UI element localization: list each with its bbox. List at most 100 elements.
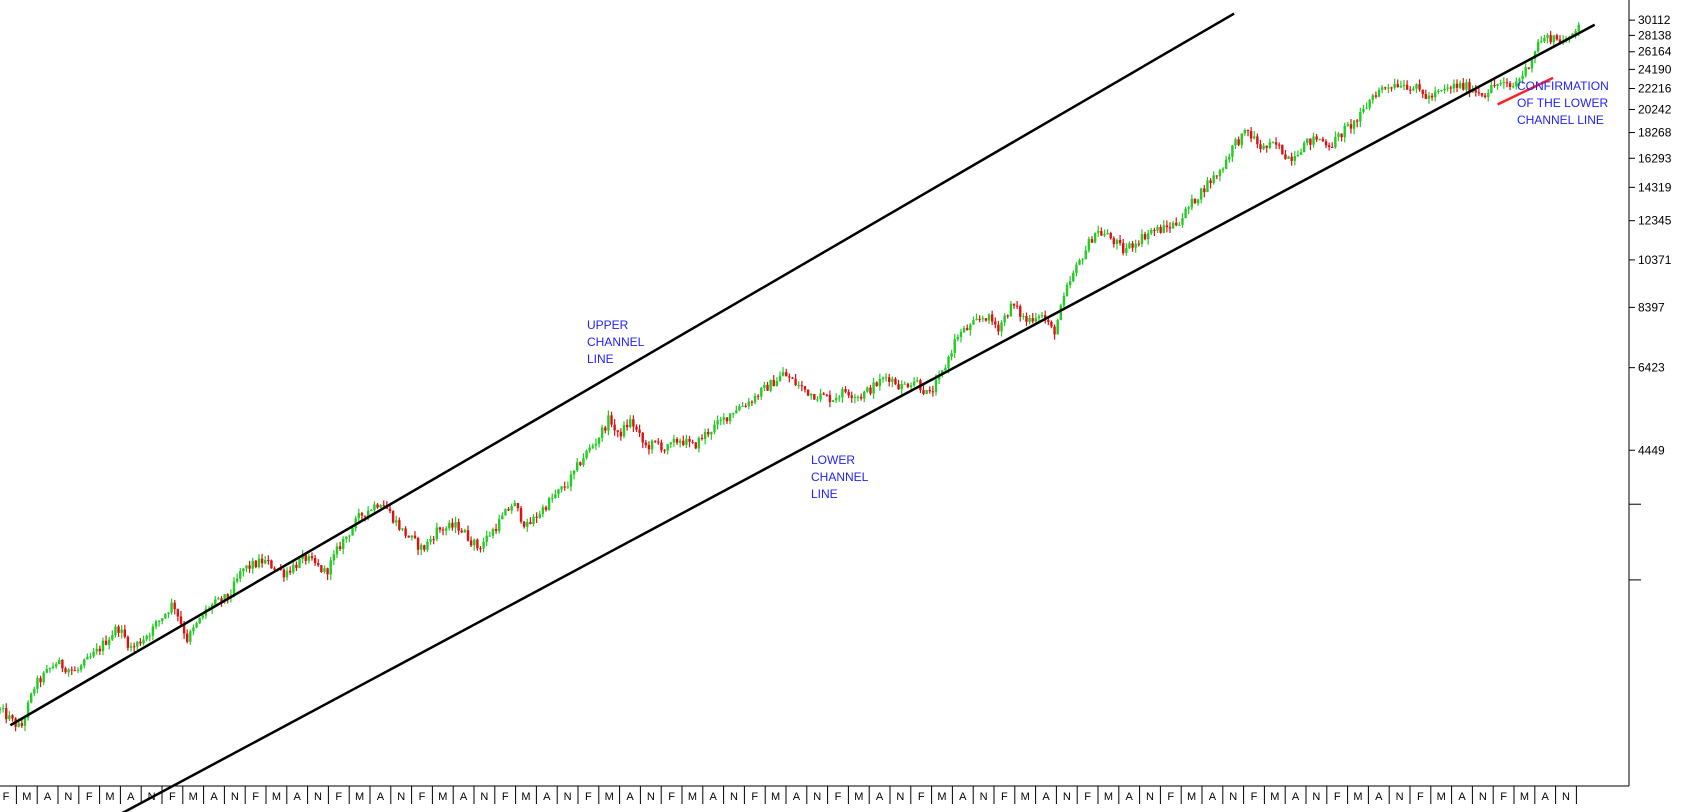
candle-body (451, 522, 454, 528)
candle-body (17, 723, 20, 727)
candle-body (1171, 222, 1175, 229)
candle-body (189, 631, 192, 642)
candle-body (142, 639, 145, 644)
candle-body (345, 536, 348, 540)
candle-body (875, 382, 878, 387)
candle-body (972, 320, 975, 325)
candle-body (591, 445, 594, 448)
candle-body (866, 387, 869, 392)
candle-body (282, 569, 286, 578)
candle-body (1365, 107, 1368, 109)
x-tick-label: N (647, 791, 655, 803)
candle-body (1047, 320, 1050, 322)
x-tick-label: F (502, 791, 509, 803)
x-tick-label: M (1270, 791, 1279, 803)
candle-body (1331, 146, 1334, 148)
candle-body (1555, 35, 1559, 40)
candle-body (700, 437, 704, 440)
candle-body (1549, 35, 1552, 43)
x-tick-label: N (397, 791, 405, 803)
candle-body (1118, 240, 1122, 244)
candle-body (1536, 41, 1540, 52)
x-tick-label: M (1437, 791, 1446, 803)
annotation-line: OF THE LOWER (1517, 96, 1609, 110)
x-tick-label: A (1458, 791, 1466, 803)
candle-body (694, 442, 697, 449)
candle-body (1546, 35, 1549, 38)
candle-body (1449, 87, 1452, 89)
x-tick-label: F (252, 791, 259, 803)
candle-body (582, 458, 585, 466)
candle-body (51, 666, 55, 669)
x-tick-label: A (1542, 791, 1550, 803)
candle-body (214, 599, 217, 605)
candle-body (370, 510, 373, 512)
candle-body (348, 535, 351, 537)
x-tick-label: F (751, 791, 758, 803)
candle-body (797, 385, 800, 387)
candle-body (1100, 231, 1103, 236)
candle-body (781, 372, 785, 376)
candle-body (298, 558, 301, 568)
candle-body (1412, 88, 1415, 91)
x-tick-label: F (918, 791, 925, 803)
candle-body (1430, 95, 1434, 98)
candle-body (485, 535, 488, 542)
candle-body (1356, 120, 1359, 122)
x-tick-label: F (1001, 791, 1008, 803)
candle-body (850, 395, 853, 398)
x-tick-label: F (1084, 791, 1091, 803)
candle-body (1493, 85, 1496, 87)
candle-body (201, 615, 204, 618)
candle-body (925, 389, 928, 394)
candle-body (54, 664, 58, 667)
candle-body (941, 370, 944, 375)
annotation-line: LINE (587, 352, 614, 366)
x-tick-label: M (521, 791, 530, 803)
candle-body (1296, 154, 1300, 157)
x-tick-label: N (314, 791, 322, 803)
y-tick-label: 12345 (1638, 214, 1672, 228)
y-tick-label: 22216 (1638, 82, 1672, 96)
candle-body (984, 318, 988, 321)
candle-body (1146, 233, 1150, 240)
channel-lines (9, 12, 1596, 812)
candle-body (953, 339, 956, 353)
candle-body (763, 384, 766, 388)
candle-body (675, 439, 679, 443)
candle-body (251, 560, 254, 569)
candle-body (1156, 227, 1159, 231)
candle-body (594, 443, 598, 446)
candle-body (881, 377, 885, 379)
candle-body (70, 669, 73, 671)
candle-body (753, 395, 757, 403)
candle-body (376, 504, 379, 508)
candle-body (363, 515, 367, 517)
candle-body (223, 594, 226, 602)
candle-body (48, 668, 52, 670)
x-tick-label: M (272, 791, 281, 803)
candle-body (1221, 168, 1225, 171)
candle-body (1487, 93, 1490, 97)
candle-body (1371, 95, 1374, 100)
candle-body (597, 437, 601, 444)
candle-body (1540, 41, 1543, 43)
candle-body (856, 396, 860, 398)
candle-body (966, 328, 969, 331)
candle-body (697, 437, 701, 449)
x-tick-label: A (1126, 791, 1134, 803)
candle-body (510, 506, 513, 511)
x-tick-label: M (1187, 791, 1196, 803)
candle-body (663, 450, 666, 452)
candle-body (1362, 108, 1365, 112)
candle-body (838, 397, 841, 399)
candle-body (710, 431, 713, 435)
candle-body (1140, 234, 1144, 244)
candle-body (551, 497, 554, 499)
candle-body (1349, 124, 1353, 129)
candle-body (270, 560, 273, 569)
candle-body (947, 356, 950, 368)
candle-body (1178, 224, 1181, 226)
candle-body (1318, 138, 1321, 140)
y-tick-label: 14319 (1638, 180, 1672, 194)
